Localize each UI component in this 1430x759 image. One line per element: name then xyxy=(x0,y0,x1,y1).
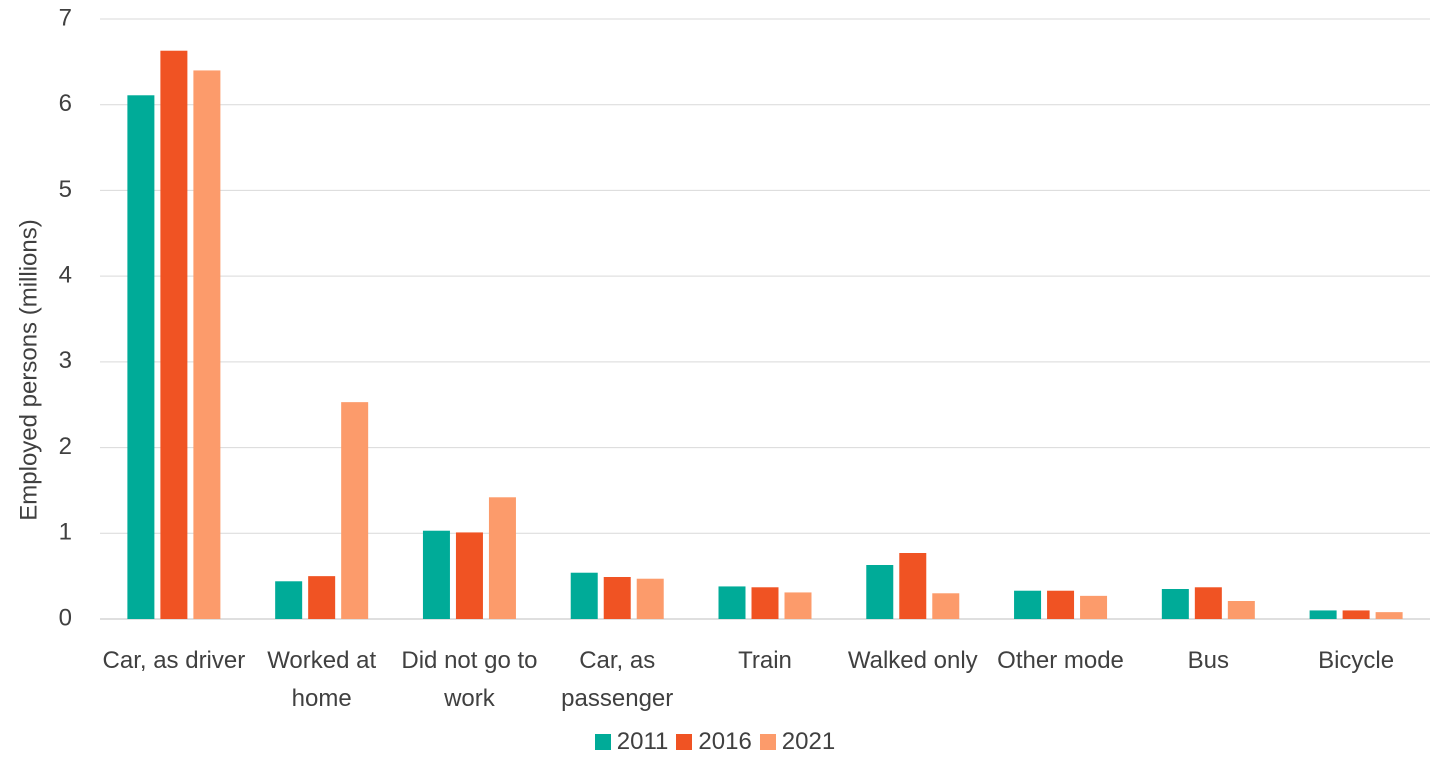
x-tick-label: Car, as driver xyxy=(102,647,246,674)
bar xyxy=(784,592,812,619)
x-tick-label: Worked at home xyxy=(267,647,377,712)
bar xyxy=(570,572,598,619)
bar xyxy=(1227,601,1255,619)
y-tick-label: 6 xyxy=(59,90,72,117)
legend: 2011 2016 2021 xyxy=(0,728,1430,756)
bar xyxy=(488,497,516,619)
bar xyxy=(1161,589,1189,619)
bar xyxy=(866,565,894,619)
legend-swatch xyxy=(594,734,611,750)
legend-item: 2016 xyxy=(676,728,752,756)
x-tick-label: Bicycle xyxy=(1318,647,1395,674)
x-tick-label: Car, as passenger xyxy=(561,647,674,712)
bar xyxy=(899,553,927,619)
legend-item: 2021 xyxy=(759,728,836,756)
bar xyxy=(751,587,779,619)
x-tick-label: Bus xyxy=(1187,647,1229,674)
x-tick-label: Did not go to work xyxy=(401,647,538,712)
bar xyxy=(455,532,483,619)
bar xyxy=(636,578,664,619)
bar xyxy=(1375,612,1403,619)
legend-swatch xyxy=(759,734,776,750)
bar xyxy=(932,593,960,619)
bar xyxy=(160,50,188,619)
legend-item: 2011 xyxy=(594,728,669,756)
bar xyxy=(603,577,631,619)
y-tick-label: 3 xyxy=(59,347,72,374)
y-tick-label: 5 xyxy=(59,176,72,203)
legend-label: 2021 xyxy=(781,728,836,755)
bar xyxy=(1342,610,1370,619)
legend-swatch xyxy=(676,734,693,750)
y-tick-label: 1 xyxy=(59,519,72,546)
bar xyxy=(1194,587,1222,619)
x-tick-label: Train xyxy=(738,647,792,674)
bar xyxy=(718,586,746,619)
y-axis-label: Employed persons (millions) xyxy=(15,219,42,520)
legend-label: 2016 xyxy=(698,728,752,755)
bar xyxy=(1047,590,1075,619)
y-tick-label: 7 xyxy=(59,4,72,31)
legend-label: 2011 xyxy=(616,728,669,755)
bar xyxy=(1309,610,1337,619)
y-tick-label: 0 xyxy=(59,604,72,631)
bar xyxy=(422,530,450,619)
bar xyxy=(341,402,369,619)
y-tick-label: 2 xyxy=(59,433,72,460)
bar xyxy=(127,95,155,620)
y-tick-label: 4 xyxy=(59,261,72,288)
bar xyxy=(1014,590,1042,619)
bar xyxy=(193,70,221,619)
bar xyxy=(1080,595,1108,619)
bar xyxy=(308,576,336,619)
x-tick-label: Other mode xyxy=(997,647,1124,674)
x-tick-label: Walked only xyxy=(847,647,978,674)
bar xyxy=(275,581,303,619)
